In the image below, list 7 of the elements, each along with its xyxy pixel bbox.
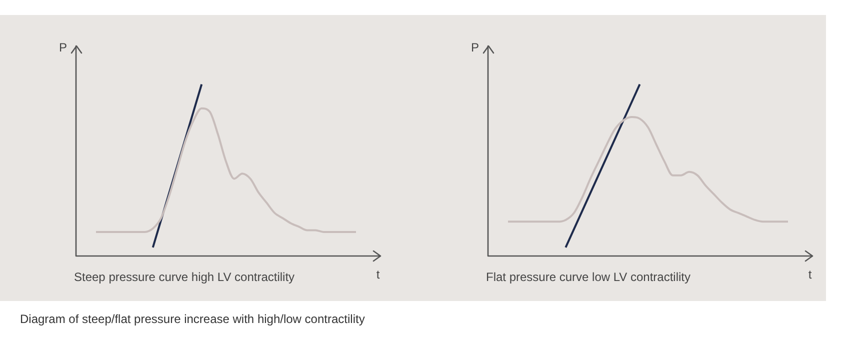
y-axis-title: P — [470, 40, 479, 54]
x-axis-title: t — [376, 267, 380, 282]
text: Flat pressure curve low LV contractility — [486, 270, 691, 284]
y-axis-title: P — [58, 40, 67, 54]
x-axis-title: t — [808, 267, 812, 282]
text: Steep pressure curve high LV contractility — [74, 270, 295, 284]
text: Diagram of steep/flat pressure increase with high/low contractility — [20, 312, 365, 326]
